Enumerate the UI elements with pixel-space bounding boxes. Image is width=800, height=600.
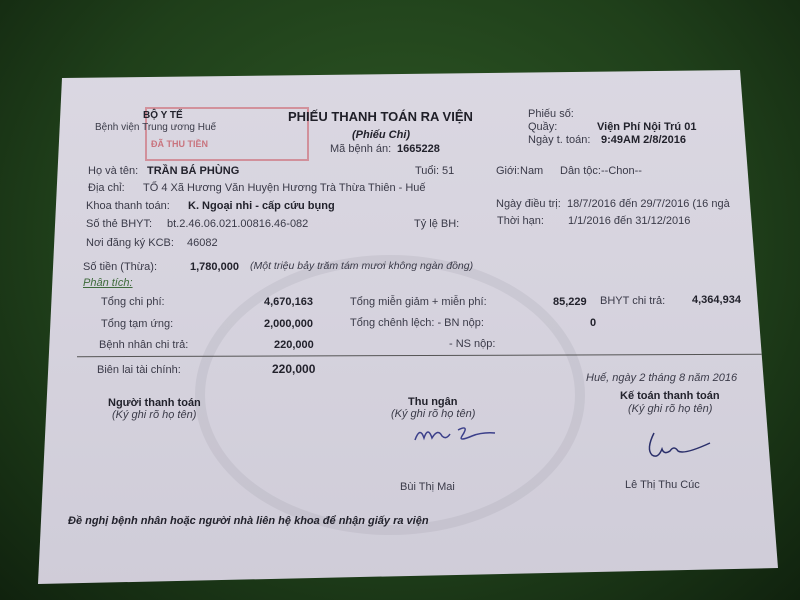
counter: Viện Phí Nội Trú 01 [597,121,697,133]
term: 1/1/2016 đến 31/12/2016 [568,215,691,227]
name-label: Họ và tên: [88,165,139,177]
hospital: Bệnh viện Trung ương Huế [95,122,217,133]
cashier-signature [414,427,496,441]
analysis-label: Phân tích: [83,277,133,289]
treat-label: Ngày điều trị: [496,198,561,210]
ministry: BỘ Y TẾ [143,110,183,121]
dept: K. Ngoại nhi - cấp cứu bụng [188,200,335,212]
sex-label: Giới: [496,165,520,177]
bhyt: 4,364,934 [692,294,741,306]
ns-label: - NS nộp: [449,338,496,350]
counter-label: Quầy: [528,121,558,133]
treat-dates: 18/7/2016 đến 29/7/2016 (16 ngà [567,198,730,210]
accountant-title: Kế toán thanh toán [620,390,720,402]
age: 51 [442,165,455,177]
document-title: PHIẾU THANH TOÁN RA VIỆN [288,109,473,124]
amount-label: Số tiền (Thừa): [83,261,158,273]
watermark-seal [195,255,585,535]
address-label: Địa chỉ: [88,182,125,194]
record-no: 1665228 [397,143,440,155]
payer-note: (Ký ghi rõ họ tên) [112,409,197,421]
bhyt-label: BHYT chi trả: [600,295,666,307]
discount: 85,229 [553,296,587,308]
advance-label: Tổng tạm ứng: [101,318,174,330]
total-label: Tổng chi phí: [101,296,165,308]
ethnic-label: Dân tộc: [560,165,601,177]
footer-note: Đề nghị bệnh nhân hoặc người nhà liên hệ… [68,515,429,527]
amount-words: (Một triệu bảy trăm tám mươi không ngàn … [250,260,474,272]
record-label: Mã bệnh án: [330,143,392,155]
receipt: 220,000 [272,362,316,376]
receipt-label: Biên lai tài chính: [97,364,181,376]
diff: 0 [590,317,597,329]
accountant-note: (Ký ghi rõ họ tên) [628,403,713,415]
accountant-signature [648,432,711,457]
payer-title: Người thanh toán [108,397,201,409]
kcb-label: Nơi đăng ký KCB: [86,237,174,249]
ethnic: --Chon-- [601,165,642,177]
dept-label: Khoa thanh toán: [86,200,170,212]
cashier-name: Bùi Thị Mai [400,481,455,493]
discount-label: Tổng miễn giảm + miễn phí: [350,296,487,308]
address: TỔ 4 Xã Hương Văn Huyện Hương Trà Thừa T… [143,182,426,194]
document-subtitle: (Phiếu Chi) [352,129,411,141]
sex: Nam [520,165,544,177]
patient-name: TRẦN BÁ PHÙNG [147,165,240,177]
pay-date: 9:49AM 2/8/2016 [601,134,686,146]
diff-label: Tổng chênh lệch: - BN nộp: [350,317,484,329]
patient-pay: 220,000 [274,339,314,351]
advance: 2,000,000 [264,318,313,330]
sign-date: Huế, ngày 2 tháng 8 năm 2016 [586,372,738,384]
amount-value: 1,780,000 [190,261,239,273]
card-label: Số thẻ BHYT: [86,218,153,230]
cashier-title: Thu ngân [408,396,458,408]
kcb: 46082 [187,237,218,249]
paid-stamp: ĐÃ THU TIỀN [145,107,309,161]
age-label: Tuổi: [415,165,440,177]
ratio-label: Tỷ lệ BH: [414,218,460,230]
term-label: Thời hạn: [497,215,544,227]
accountant-name: Lê Thị Thu Cúc [625,479,700,491]
pay-date-label: Ngày t. toán: [528,134,591,146]
patient-pay-label: Bệnh nhân chi trả: [99,339,189,351]
cashier-note: (Ký ghi rõ họ tên) [391,408,476,420]
slip-label: Phiếu số: [528,108,574,120]
total: 4,670,163 [264,296,313,308]
card-no: bt.2.46.06.021.00816.46-082 [167,218,309,230]
